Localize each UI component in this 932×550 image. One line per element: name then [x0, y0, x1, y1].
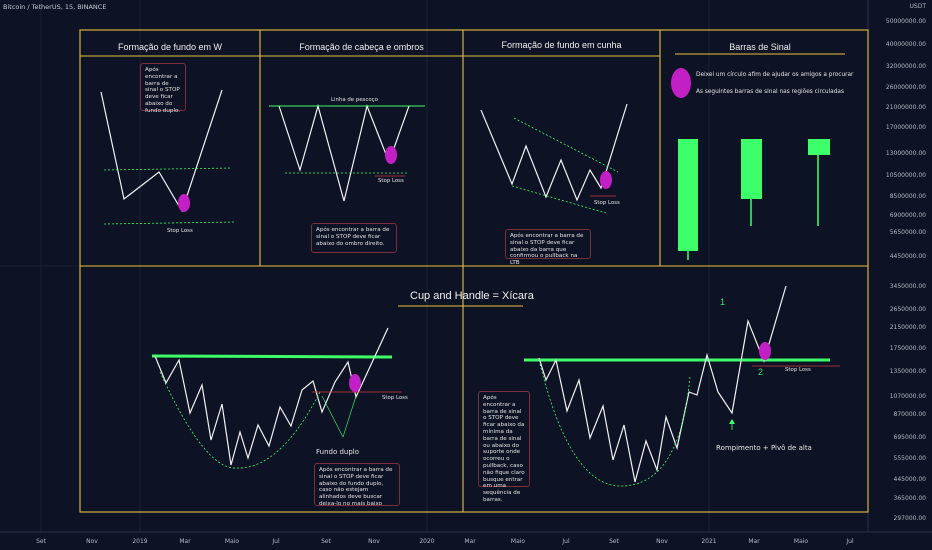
price-tick: 4450000.00: [889, 253, 926, 260]
price-tick: 50000000.00: [885, 18, 926, 25]
time-tick: 2019: [132, 538, 148, 545]
price-tick: 870000.00: [893, 411, 926, 418]
currency-label: USDT: [909, 3, 927, 10]
price-tick: 3450000.00: [889, 283, 926, 290]
time-tick: 2020: [419, 538, 435, 545]
time-tick: 2021: [701, 538, 717, 545]
price-tick: 1750000.00: [889, 345, 926, 352]
time-tick: Set: [609, 538, 619, 545]
time-tick: Maio: [793, 538, 809, 545]
time-tick: Mar: [464, 538, 476, 545]
rompimento-label: Rompimento + Pivô de alta: [716, 444, 812, 452]
cup-handle-title: Cup and Handle = Xícara: [410, 290, 534, 302]
panel-title-signal-bars: Barras de Sinal: [729, 42, 791, 52]
price-tick: 21000000.00: [885, 104, 926, 111]
time-tick: Maio: [224, 538, 240, 545]
price-tick: 8500000.00: [889, 193, 926, 200]
label-one: 1: [720, 297, 726, 307]
signal-bar-1: [678, 139, 698, 251]
w-note: Após encontrar a barra de sinal o STOP d…: [140, 63, 186, 114]
price-tick: 2650000.00: [889, 306, 926, 313]
signal-text-2: As seguintes barras de sinal nas regiões…: [696, 89, 844, 95]
head-shoulders-drawing: [269, 103, 425, 202]
signal-bars-drawing: [671, 68, 830, 260]
price-tick: 6900000.00: [889, 212, 926, 219]
panel-title-wedge: Formação de fundo em cunha: [501, 40, 622, 50]
wedge-drawing: [480, 103, 628, 214]
time-tick: Nov: [368, 538, 380, 545]
time-tick: Set: [36, 538, 46, 545]
signal-circle: [385, 146, 397, 164]
cup-left-note: Após encontrar a barra de sinal o STOP d…: [314, 463, 400, 507]
wedge-note: Após encontrar a barra de sinal o STOP d…: [505, 229, 591, 266]
signal-bar-2: [741, 139, 762, 199]
time-tick: Set: [321, 538, 331, 545]
cup-right-note: Após encontrar a barra de sinal o STOP d…: [478, 391, 530, 503]
panel-title-head-shoulders: Formação de cabeça e ombros: [299, 42, 424, 52]
panel-title-w: Formação de fundo em W: [117, 42, 223, 52]
price-tick: 1350000.00: [889, 368, 926, 375]
price-tick: 2150000.00: [889, 324, 926, 331]
neck-line-label: Linha de pescoço: [331, 97, 378, 103]
cup-right-drawing: [524, 285, 840, 487]
symbol-header[interactable]: Bitcoin / TetherUS, 15, BINANCE: [3, 3, 107, 11]
price-tick: 40000000.00: [885, 41, 926, 48]
hs-stop-label: Stop Loss: [378, 178, 404, 184]
price-tick: 1070000.00: [889, 393, 926, 400]
price-axis[interactable]: USDT 50000000.00 40000000.00 32000000.00 26…: [868, 0, 932, 532]
signal-bar-3: [808, 139, 830, 155]
time-tick: Mar: [179, 538, 191, 545]
signal-circle: [759, 342, 771, 360]
price-tick: 32000000.00: [885, 63, 926, 70]
w-stop-label: Stop Loss: [167, 228, 193, 234]
price-tick: 10500000.00: [885, 172, 926, 179]
time-tick: Nov: [656, 538, 668, 545]
price-tick: 445000.00: [893, 476, 926, 483]
price-tick: 13000000.00: [885, 150, 926, 157]
price-tick: 17000000.00: [885, 124, 926, 131]
wedge-stop-label: Stop Loss: [594, 200, 620, 206]
cup-left-stop-label: Stop Loss: [382, 395, 408, 401]
time-tick: Jul: [272, 538, 280, 545]
fundo-duplo-label: Fundo duplo: [316, 448, 360, 456]
price-tick: 695000.00: [893, 434, 926, 441]
signal-circle-legend: [671, 68, 691, 98]
price-tick: 555000.00: [893, 455, 926, 462]
label-two: 2: [758, 367, 764, 377]
cup-right-stop-label: Stop Loss: [785, 367, 811, 373]
signal-circle: [349, 374, 361, 392]
price-tick: 365000.00: [893, 495, 926, 502]
signal-circle: [600, 171, 612, 189]
price-tick: 297000.00: [893, 515, 926, 522]
time-tick: Jul: [562, 538, 570, 545]
time-tick: Maio: [510, 538, 526, 545]
time-axis[interactable]: Set Nov 2019 Mar Maio Jul Set Nov 2020 Mar Maio Jul…: [0, 532, 868, 550]
time-tick: Mar: [748, 538, 760, 545]
layout-frame: [79, 29, 869, 513]
signal-text-1: Deixei um círculo afim de ajudar os amig…: [696, 72, 854, 78]
signal-circle: [178, 194, 190, 212]
time-tick: Nov: [86, 538, 98, 545]
price-tick: 5650000.00: [889, 229, 926, 236]
cup-left-drawing: [151, 327, 402, 469]
time-tick: Jul: [846, 538, 854, 545]
hs-note: Após encontrar a barra de sinal o STOP d…: [311, 223, 397, 253]
w-pattern-drawing: [100, 89, 235, 225]
price-tick: 26000000.00: [885, 84, 926, 91]
